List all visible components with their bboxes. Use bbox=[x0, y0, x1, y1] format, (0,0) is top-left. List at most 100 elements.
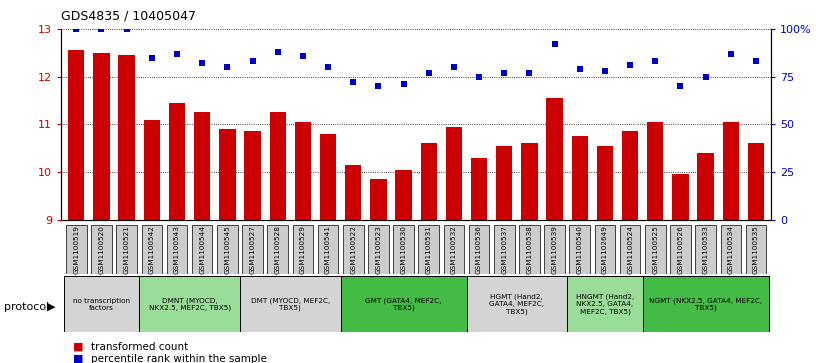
Point bbox=[70, 26, 83, 32]
Text: GSM1102649: GSM1102649 bbox=[602, 225, 608, 274]
Bar bbox=[647, 122, 663, 220]
Text: GSM1100525: GSM1100525 bbox=[652, 225, 659, 274]
Bar bbox=[194, 113, 211, 220]
Point bbox=[598, 68, 611, 74]
Bar bbox=[645, 225, 666, 274]
Bar bbox=[698, 153, 714, 220]
Bar bbox=[368, 225, 388, 274]
Text: HNGMT (Hand2,
NKX2.5, GATA4,
MEF2C, TBX5): HNGMT (Hand2, NKX2.5, GATA4, MEF2C, TBX5… bbox=[576, 294, 634, 314]
Text: GSM1100523: GSM1100523 bbox=[375, 225, 381, 274]
Point bbox=[472, 74, 486, 79]
Bar bbox=[596, 146, 613, 220]
Bar bbox=[269, 113, 286, 220]
Point bbox=[749, 58, 762, 64]
Bar bbox=[572, 136, 588, 220]
Bar bbox=[622, 131, 638, 220]
Bar bbox=[444, 225, 464, 274]
Bar bbox=[595, 225, 615, 274]
Point bbox=[171, 51, 184, 57]
Bar bbox=[519, 225, 539, 274]
Bar bbox=[68, 50, 85, 220]
Bar bbox=[169, 103, 185, 220]
Bar bbox=[494, 225, 515, 274]
Point bbox=[322, 64, 335, 70]
Point bbox=[674, 83, 687, 89]
Bar bbox=[166, 225, 188, 274]
Text: protocol: protocol bbox=[4, 302, 49, 312]
Bar bbox=[141, 225, 162, 274]
Text: GSM1100519: GSM1100519 bbox=[73, 225, 79, 274]
Bar bbox=[295, 122, 311, 220]
Point bbox=[649, 58, 662, 64]
Bar bbox=[723, 122, 739, 220]
Text: percentile rank within the sample: percentile rank within the sample bbox=[91, 354, 268, 363]
Point bbox=[548, 41, 561, 47]
Bar bbox=[242, 225, 263, 274]
Text: GSM1100541: GSM1100541 bbox=[325, 225, 331, 274]
Point bbox=[372, 83, 385, 89]
Bar bbox=[340, 276, 467, 332]
Bar bbox=[547, 98, 563, 220]
Text: GSM1100527: GSM1100527 bbox=[250, 225, 255, 274]
Point bbox=[574, 66, 587, 72]
Text: ■: ■ bbox=[73, 354, 84, 363]
Bar bbox=[370, 179, 387, 220]
Bar bbox=[217, 225, 237, 274]
Bar bbox=[140, 276, 240, 332]
Text: GSM1100529: GSM1100529 bbox=[299, 225, 306, 274]
Bar bbox=[64, 276, 140, 332]
Text: GSM1100533: GSM1100533 bbox=[703, 225, 708, 274]
Text: GSM1100539: GSM1100539 bbox=[552, 225, 557, 274]
Text: GSM1100532: GSM1100532 bbox=[451, 225, 457, 274]
Point bbox=[246, 58, 259, 64]
Bar bbox=[192, 225, 212, 274]
Bar bbox=[144, 119, 160, 220]
Text: GSM1100545: GSM1100545 bbox=[224, 225, 230, 274]
Bar bbox=[695, 225, 716, 274]
Text: NGMT (NKX2.5, GATA4, MEF2C,
TBX5): NGMT (NKX2.5, GATA4, MEF2C, TBX5) bbox=[649, 297, 762, 311]
Text: GSM1100538: GSM1100538 bbox=[526, 225, 533, 274]
Bar bbox=[117, 225, 137, 274]
Text: HGMT (Hand2,
GATA4, MEF2C,
TBX5): HGMT (Hand2, GATA4, MEF2C, TBX5) bbox=[490, 294, 544, 314]
Text: ■: ■ bbox=[73, 342, 84, 352]
Text: GSM1100534: GSM1100534 bbox=[728, 225, 734, 274]
Bar bbox=[467, 276, 567, 332]
Point bbox=[145, 55, 158, 61]
Point bbox=[447, 64, 460, 70]
Text: GSM1100522: GSM1100522 bbox=[350, 225, 357, 274]
Text: GSM1100530: GSM1100530 bbox=[401, 225, 406, 274]
Text: transformed count: transformed count bbox=[91, 342, 188, 352]
Text: GSM1100520: GSM1100520 bbox=[99, 225, 104, 274]
Bar bbox=[240, 276, 340, 332]
Text: GSM1100526: GSM1100526 bbox=[677, 225, 684, 274]
Bar bbox=[118, 55, 135, 220]
Point bbox=[699, 74, 712, 79]
Bar bbox=[317, 225, 339, 274]
Bar bbox=[672, 174, 689, 220]
Text: ▶: ▶ bbox=[47, 302, 55, 312]
Bar bbox=[446, 127, 462, 220]
Text: GMT (GATA4, MEF2C,
TBX5): GMT (GATA4, MEF2C, TBX5) bbox=[366, 297, 441, 311]
Bar bbox=[747, 143, 765, 220]
Text: GSM1100536: GSM1100536 bbox=[476, 225, 482, 274]
Text: no transcription
factors: no transcription factors bbox=[73, 298, 130, 310]
Point bbox=[498, 70, 511, 76]
Text: GSM1100535: GSM1100535 bbox=[753, 225, 759, 274]
Bar bbox=[544, 225, 565, 274]
Point bbox=[725, 51, 738, 57]
Text: DMNT (MYOCD,
NKX2.5, MEF2C, TBX5): DMNT (MYOCD, NKX2.5, MEF2C, TBX5) bbox=[149, 297, 231, 311]
Bar bbox=[567, 276, 643, 332]
Bar bbox=[66, 225, 86, 274]
Bar bbox=[468, 225, 490, 274]
Bar bbox=[268, 225, 288, 274]
Bar bbox=[620, 225, 641, 274]
Point bbox=[397, 81, 410, 87]
Point bbox=[422, 70, 435, 76]
Text: DMT (MYOCD, MEF2C,
TBX5): DMT (MYOCD, MEF2C, TBX5) bbox=[251, 297, 330, 311]
Text: GSM1100542: GSM1100542 bbox=[149, 225, 155, 274]
Bar bbox=[419, 225, 439, 274]
Text: GSM1100528: GSM1100528 bbox=[275, 225, 281, 274]
Point bbox=[296, 53, 309, 58]
Text: GDS4835 / 10405047: GDS4835 / 10405047 bbox=[61, 9, 196, 22]
Bar bbox=[746, 225, 766, 274]
